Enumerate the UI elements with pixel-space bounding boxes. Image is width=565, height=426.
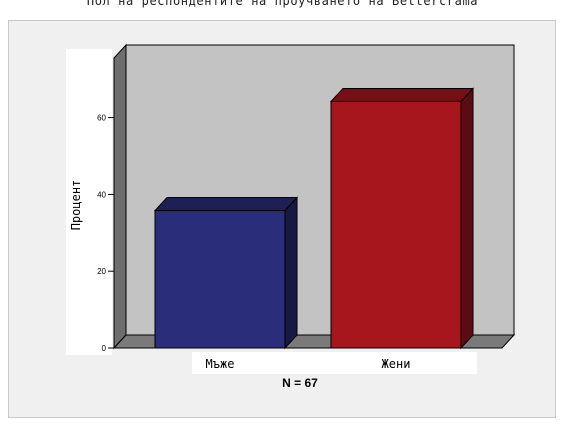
bar-2: [329, 87, 475, 350]
y-axis-panel: [66, 49, 112, 355]
sample-size-label: N = 67: [282, 376, 318, 390]
bar-front: [330, 100, 462, 349]
bar-side: [284, 196, 298, 350]
x-tick-label: Жени: [382, 357, 411, 371]
left-wall: [113, 43, 127, 350]
x-axis-panel: [192, 352, 477, 374]
bars: [153, 87, 475, 350]
y-axis-title: Процент: [69, 179, 83, 231]
y-axis: 0 20 40 60: [97, 58, 115, 353]
bar-top: [153, 197, 299, 212]
y-tick-label: 40: [97, 190, 106, 199]
x-tick-label: Мъже: [206, 357, 235, 371]
chart-title: Пол на респондентите на проучването на B…: [86, 0, 479, 8]
y-tick-label: 0: [102, 344, 107, 353]
bar-front: [154, 210, 286, 349]
bar-1: [153, 196, 299, 350]
y-tick-label: 20: [97, 267, 106, 276]
bar-side: [460, 87, 474, 350]
bar-top: [329, 87, 475, 102]
x-axis-labels: Мъже Жени: [206, 357, 411, 371]
y-tick-label: 60: [97, 114, 106, 123]
